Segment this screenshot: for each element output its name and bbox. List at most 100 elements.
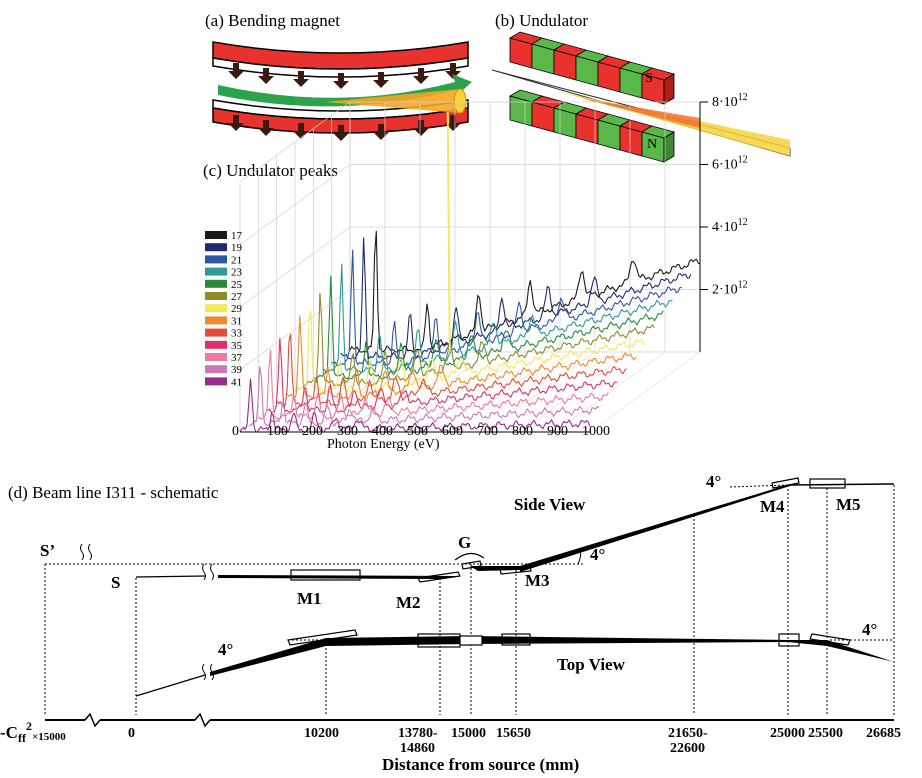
panel-a-label: (a) Bending magnet [205,11,340,30]
panel-b-label: (b) Undulator [495,11,588,30]
undulator-top-magnets [508,31,676,105]
origin-label: -Cff2×15000 [0,719,66,745]
z-tick-label: 2·1012 [712,280,748,298]
x-tick-label: 100 [267,424,288,439]
legend-swatch [205,292,227,300]
origin-label-pre: -C [0,723,18,742]
spectrum-line [349,230,701,353]
distance-tick-label: 0 [128,726,135,741]
top-view-label: Top View [557,655,626,674]
side-view-beam [135,477,895,583]
carbon-edge-spike [446,111,451,353]
distance-tick-label-2: 22600 [670,741,705,756]
mirror-m3 [499,565,532,575]
x-axis-ticks: 0 100 200 300 400 500 600 700 800 900 1000 [232,424,610,439]
distance-tick-label: 15000 [451,726,486,741]
z-tick-label: 6·1012 [712,155,748,173]
break-marks [80,543,214,681]
z-axis-ticks: 8·1012 6·1012 4·1012 2·1012 [700,92,748,298]
mirror-m2 [417,571,461,583]
angle-label-top: 4° [218,640,233,659]
distance-axis [45,712,894,728]
distance-tick-label: 26685 [866,726,901,741]
mirror-m1 [290,569,361,581]
x-tick-label: 300 [337,424,358,439]
legend-swatch [205,255,227,264]
mirror-m5-label: M5 [836,495,861,514]
panel-c-label: (c) Undulator peaks [203,161,338,180]
legend-swatch [205,243,227,252]
mirror-m5 [809,478,846,489]
panel-c: (c) Undulator peaks 17192123252729313335… [203,92,748,452]
legend-entry: 31 [231,315,242,327]
mirror-m3-label: M3 [525,571,550,590]
grating-top [459,635,483,646]
x-tick-label: 900 [547,424,568,439]
legend-entry: 41 [231,376,242,388]
x-tick-label: 0 [232,424,239,439]
undulator-radiation-core [580,98,700,128]
undulator-radiation [560,92,790,156]
distance-tick-label: 25000 [770,726,805,741]
distance-tick-label: 21650- [668,726,708,741]
spectrum-line [285,315,637,400]
legend-swatch [205,328,227,337]
mirror-m1-top [287,629,358,646]
mirror-m2-label: M2 [396,593,421,612]
legend-entry: 39 [231,364,243,376]
legend-entry: 25 [231,279,243,291]
x-tick-label: 400 [372,424,393,439]
x-tick-label: 200 [302,424,323,439]
origin-label-sup: 2 [26,719,32,733]
spectrum-line [276,333,627,407]
panel-d-label: (d) Beam line I311 - schematic [8,483,219,502]
grating [461,560,482,570]
x-tick-label: 700 [477,424,498,439]
distance-tick-label-2: 14860 [400,741,435,756]
field-arrows-top [228,63,461,89]
distance-tick-label: 25500 [808,726,843,741]
s-prime-label: S’ [40,541,55,560]
legend-swatch [205,279,227,288]
spectrum-line [249,366,600,426]
field-arrows-bottom [228,115,461,141]
lower-magnet [212,107,469,134]
legend-swatch [205,340,227,349]
spectrum-line [331,249,682,366]
legend-entry: 35 [231,340,243,352]
legend-entry: 33 [231,328,243,340]
angle-label-m5: 4° [862,620,877,639]
legend-swatch [205,377,227,386]
top-view-beam [135,629,894,697]
spectrum-line [322,263,673,373]
origin-label-post: ×15000 [32,731,66,743]
legend-entry: 19 [231,242,243,254]
side-view-label: Side View [514,495,586,514]
distance-tick-label: 10200 [304,726,339,741]
mirror-m1-label: M1 [297,589,322,608]
legend-swatch [205,365,227,374]
mirror-m4-label: M4 [760,497,785,516]
radiation-cone [325,89,460,113]
panel-b: (b) Undulator S N [491,11,791,163]
legend-entry: 23 [231,267,243,279]
spectrum-line [239,378,591,433]
x-tick-label: 600 [442,424,463,439]
legend-swatch [205,316,227,325]
legend-entry: 27 [231,291,243,303]
legend-swatch [205,231,227,239]
radiation-cone-end [453,88,467,114]
mirror-m3-top [501,633,531,646]
undulator-peaks-plot [239,101,701,433]
mirror-m4 [771,477,800,489]
z-tick-label: 8·1012 [712,92,748,110]
legend-swatch [205,353,227,361]
distance-axis-label: Distance from source (mm) [382,755,579,774]
distance-ticks: 0 10200 13780-14860 15000 15650 21650-22600 25… [128,726,901,756]
magnet-s-label: S [645,71,653,86]
angle-label-side: 4° [590,545,605,564]
spectrum-line [312,275,664,380]
x-tick-label: 1000 [582,424,610,439]
